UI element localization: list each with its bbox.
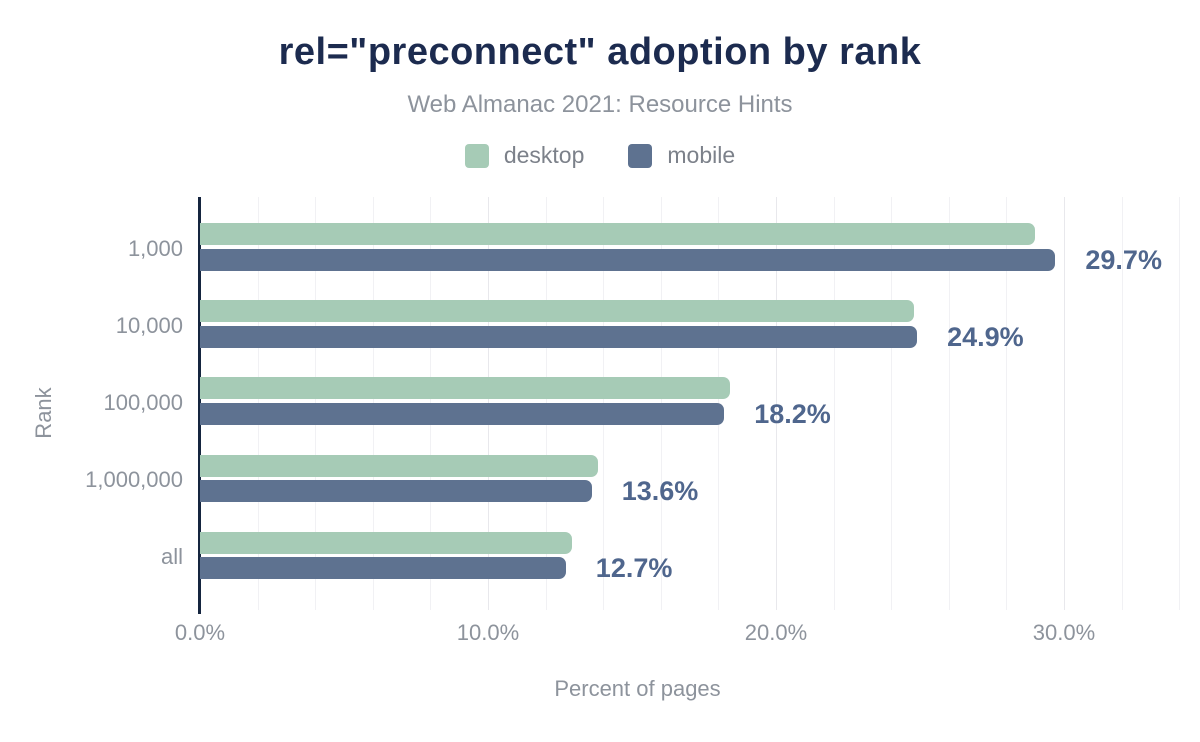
bar-mobile[interactable] xyxy=(200,402,725,425)
gridline xyxy=(891,197,893,610)
bar-mobile[interactable] xyxy=(200,325,918,348)
y-axis-line xyxy=(198,197,201,614)
desktop-swatch-icon xyxy=(464,143,489,168)
gridline xyxy=(1121,197,1123,610)
gridline xyxy=(776,197,777,610)
y-axis-category-label: 10,000 xyxy=(115,312,183,338)
y-axis-category-label: 100,000 xyxy=(103,389,183,415)
gridline xyxy=(1006,197,1008,610)
bar-desktop[interactable] xyxy=(200,223,1036,245)
bar-desktop[interactable] xyxy=(200,377,730,400)
mobile-swatch-icon xyxy=(628,143,653,168)
bar-desktop[interactable] xyxy=(200,454,598,477)
bar-mobile[interactable] xyxy=(200,480,592,503)
gridline xyxy=(833,197,835,610)
y-axis-category-label: 1,000,000 xyxy=(85,467,183,493)
x-axis-title: Percent of pages xyxy=(554,676,721,701)
y-axis-category-label: all xyxy=(160,544,183,570)
chart-subtitle: Web Almanac 2021: Resource Hints xyxy=(407,91,793,118)
legend-label-mobile: mobile xyxy=(667,142,736,168)
plot-area: 1,000 29.7% 10,000 24.9% 100,000 18.2% 1,000,0… xyxy=(85,197,1185,614)
value-label: 24.9% xyxy=(947,321,1024,352)
legend-item-mobile: mobile xyxy=(628,142,735,169)
bar-desktop[interactable] xyxy=(200,531,572,554)
value-label: 13.6% xyxy=(621,476,699,507)
bar-mobile[interactable] xyxy=(200,248,1056,271)
bar-mobile[interactable] xyxy=(200,557,566,580)
gridline xyxy=(1179,197,1181,610)
value-label: 18.2% xyxy=(754,398,831,429)
value-label: 29.7% xyxy=(1085,244,1162,275)
value-label: 12.7% xyxy=(595,553,673,584)
legend-label-desktop: desktop xyxy=(503,142,585,168)
gridline xyxy=(1064,197,1065,610)
y-axis-category-label: 1,000 xyxy=(127,235,183,261)
x-axis-tick-label: 0.0% xyxy=(174,620,226,645)
x-axis-tick-label: 20.0% xyxy=(744,620,808,645)
chart-title: rel="preconnect" adoption by rank xyxy=(278,31,922,73)
bar-desktop[interactable] xyxy=(200,300,915,323)
x-axis-tick-label: 30.0% xyxy=(1032,620,1096,645)
gridline xyxy=(948,197,950,610)
legend-item-desktop: desktop xyxy=(464,142,585,169)
x-axis-tick-label: 10.0% xyxy=(456,620,520,645)
legend: desktop mobile xyxy=(0,142,1200,169)
